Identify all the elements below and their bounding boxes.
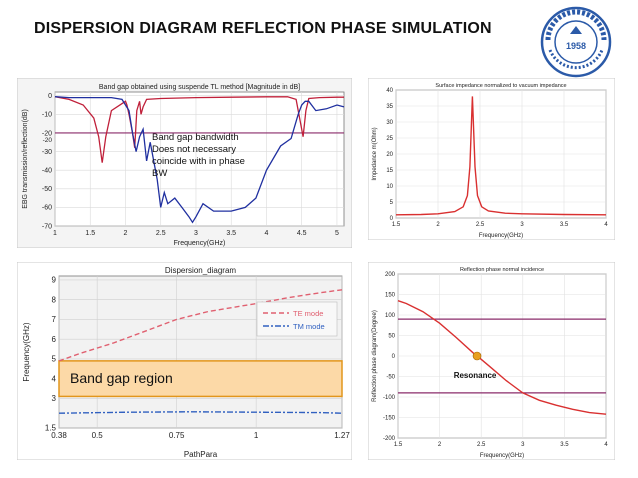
annotation-line: Band gap bandwidth	[152, 132, 239, 143]
resonance-point	[472, 351, 482, 361]
chart-title: Reflection phase normal incidence	[460, 267, 544, 273]
plot-area	[58, 275, 343, 429]
y-tick-label: 15	[386, 168, 393, 174]
x-tick-label: 1.27	[334, 431, 350, 440]
y-tick-label: 8	[52, 295, 57, 304]
y-tick-label: 100	[385, 313, 396, 319]
chart-title: Band gap obtained using suspende TL meth…	[99, 84, 300, 91]
legend-entry-1: TM mode	[293, 322, 325, 331]
y-tick-label: 50	[388, 334, 395, 340]
y-axis-label: Frequency(GHz)	[22, 322, 31, 381]
y-tick-label: 7	[52, 315, 57, 324]
y-tick-label: -30	[42, 149, 52, 156]
x-tick-label: 2	[124, 230, 128, 237]
x-tick-label: 2.5	[156, 230, 166, 237]
y-tick-label: 20	[386, 152, 393, 158]
y-axis-label: Reflection phase diagram(Degree)	[372, 310, 378, 402]
legend-box	[256, 301, 338, 337]
x-tick-label: 3.5	[226, 230, 236, 237]
chart-dispersion-diagram: 0.38 0.5 0.75 1 1.27 1.5 3 4 5 6 7 8 9 Dispersion_dia…	[17, 262, 352, 460]
y-tick-label: -50	[42, 186, 52, 193]
y-tick-label: 10	[386, 184, 393, 190]
y-tick-label: -50	[386, 375, 395, 381]
y-tick-label: 0	[390, 216, 394, 222]
y-tick-label: -150	[383, 416, 396, 422]
x-tick-label: 4	[265, 230, 269, 237]
tm-mode-line-1	[58, 411, 343, 414]
x-tick-label: 0.5	[92, 431, 104, 440]
x-tick-label: 1.5	[394, 442, 403, 448]
annotation-line: BW	[152, 168, 167, 179]
y-tick-label: 30	[386, 120, 393, 126]
y-tick-label: -60	[42, 205, 52, 212]
x-tick-label: 2.5	[477, 442, 486, 448]
x-tick-label: 3.5	[560, 222, 569, 228]
y-tick-label: 1.5	[45, 424, 57, 433]
x-tick-label: 4	[604, 222, 608, 228]
y-axis-label: EBG transmission/reflection(dB)	[22, 109, 29, 209]
series-line-0	[54, 96, 344, 163]
y-tick-label: 4	[52, 374, 57, 383]
legend-entry-0: TE mode	[293, 309, 323, 318]
x-tick-label: 2.5	[476, 222, 485, 228]
series-line-0	[397, 300, 607, 415]
x-tick-label: 1.5	[85, 230, 95, 237]
y-tick-label: -100	[383, 395, 396, 401]
x-tick-label: 5	[335, 230, 339, 237]
chart-title: Dispersion_diagram	[165, 266, 236, 275]
y-tick-label: 200	[385, 272, 396, 278]
university-seal-logo: 1958	[540, 6, 612, 78]
chart-title: Surface impedance normalized to vacuum i…	[435, 83, 566, 89]
y-tick-label: 35	[386, 104, 393, 110]
band-gap-label: Band gap region	[70, 370, 173, 386]
annotation-line: coincide with in phase	[152, 156, 245, 167]
y-tick-label: 3	[52, 394, 57, 403]
x-axis-label: Frequency(GHz)	[479, 233, 523, 239]
slide-title: DISPERSION DIAGRAM REFLECTION PHASE SIMU…	[34, 20, 492, 37]
chart-reflection-phase: 1.5 2 2.5 3 3.5 4 200 150 100 50 0 -50 -100 -150 -200 R…	[368, 262, 615, 460]
annotation-line: Does not necessary	[152, 144, 236, 155]
y-tick-label: 0	[48, 93, 52, 100]
x-tick-label: 1	[53, 230, 57, 237]
y-tick-label: -10	[42, 112, 52, 119]
resonance-label: Resonance	[454, 371, 497, 380]
y-tick-label: 5	[52, 355, 57, 364]
y-tick-label: -40	[42, 168, 52, 175]
x-tick-label: 2	[436, 222, 440, 228]
x-tick-label: 3	[194, 230, 198, 237]
y-tick-label: 40	[386, 88, 393, 94]
y-tick-label: -20	[42, 130, 52, 137]
x-tick-label: 0.38	[51, 431, 67, 440]
y-axis-label: Impedance m(Ohm)	[372, 127, 378, 180]
logo-year: 1958	[566, 41, 586, 51]
series-line-0	[395, 96, 607, 216]
x-tick-label: 3	[520, 222, 524, 228]
y-tick-label: 0	[392, 354, 396, 360]
x-tick-label: 1.5	[392, 222, 401, 228]
x-tick-label: 0.75	[169, 431, 185, 440]
x-axis-label: PathPara	[184, 450, 218, 459]
series-line-1	[54, 96, 345, 224]
x-tick-label: 4	[604, 442, 608, 448]
x-tick-label: 3	[521, 442, 525, 448]
y-tick-label: 25	[386, 136, 393, 142]
x-tick-label: 1	[254, 431, 259, 440]
extra-y-tick: -20	[43, 137, 53, 144]
chart-surface-impedance: 1.5 2 2.5 3 3.5 4 0 5 10 15 20 25 30 35 40 Surface impe…	[368, 78, 615, 240]
x-tick-label: 4.5	[297, 230, 307, 237]
y-tick-label: 5	[390, 200, 394, 206]
x-tick-label: 2	[438, 442, 442, 448]
te-mode-line-0	[58, 289, 343, 362]
y-tick-label: 6	[52, 335, 57, 344]
y-tick-label: 9	[52, 276, 57, 285]
x-axis-label: Frequency(GHz)	[174, 240, 226, 247]
y-tick-label: 150	[385, 293, 396, 299]
band-gap-region	[58, 360, 343, 398]
y-tick-label: -200	[383, 436, 396, 442]
chart-band-gap: 1 1.5 2 2.5 3 3.5 4 4.5 5 0 -10 -20 -30 -40 -50 -60 -70 B…	[17, 78, 352, 248]
y-tick-label: -70	[42, 223, 52, 230]
x-axis-label: Frequency(GHz)	[480, 453, 524, 459]
x-tick-label: 3.5	[560, 442, 569, 448]
